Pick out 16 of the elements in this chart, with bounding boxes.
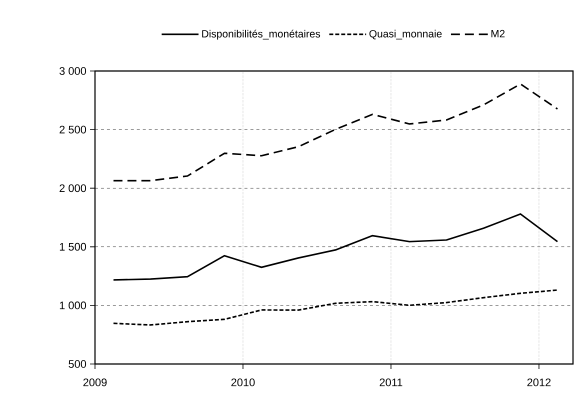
legend-label: Disponibilités_monétaires — [202, 30, 320, 40]
legend-label: M2 — [491, 30, 505, 38]
x-tick-label: 2011 — [380, 378, 402, 386]
x-tick-label: 2012 — [527, 378, 551, 386]
line-series — [112, 289, 558, 326]
x-tick-label: 2009 — [83, 378, 107, 386]
y-tick-label: 1 500 — [60, 242, 86, 251]
line-series — [112, 213, 558, 281]
line-series — [112, 83, 558, 182]
legend-label: Quasi_monnaie — [369, 30, 442, 40]
x-tick-label: 2010 — [231, 378, 255, 386]
y-tick-label: 3 000 — [60, 67, 86, 75]
y-tick-label: 1 000 — [60, 302, 86, 310]
y-tick-label: 2 500 — [60, 126, 86, 134]
y-tick-label: 500 — [68, 360, 86, 368]
y-tick-label: 2 000 — [60, 184, 86, 192]
